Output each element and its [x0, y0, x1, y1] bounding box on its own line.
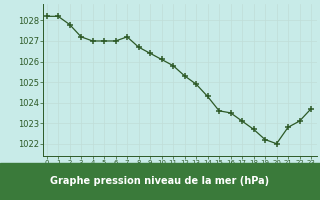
Text: Graphe pression niveau de la mer (hPa): Graphe pression niveau de la mer (hPa)	[51, 176, 269, 186]
